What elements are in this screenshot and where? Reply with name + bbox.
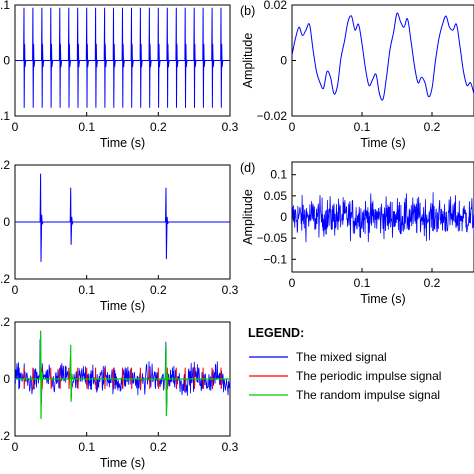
y-tick-label: −0.1 <box>263 252 287 266</box>
x-tick-label: 0.1 <box>78 283 95 297</box>
series-line-random <box>15 330 230 419</box>
x-axis-label: Time (s) <box>100 299 145 313</box>
series-line-c <box>15 173 230 262</box>
y-tick-label: 0.1 <box>270 168 287 182</box>
x-tick-label: 0.3 <box>222 120 239 134</box>
y-tick-label: .2 <box>0 158 10 172</box>
y-tick-label: 0 <box>3 54 10 68</box>
legend-entry: The random impulse signal <box>296 388 440 402</box>
y-tick-label: .2 <box>0 429 10 443</box>
series-line-d <box>291 192 474 243</box>
y-tick-label: .2 <box>0 315 10 329</box>
x-axis-label: Time (s) <box>100 136 145 150</box>
x-tick-label: 0.2 <box>424 276 441 290</box>
y-tick-label: 0.05 <box>264 189 288 203</box>
x-tick-label: 0.3 <box>222 283 239 297</box>
legend-title: LEGEND: <box>248 326 304 340</box>
x-tick-label: 0 <box>289 120 296 134</box>
x-tick-label: 0.1 <box>354 276 371 290</box>
x-axis-label: Time (s) <box>100 456 145 470</box>
series-line-b <box>291 12 474 101</box>
y-tick-label: 0 <box>280 210 287 224</box>
x-tick-label: 0.2 <box>150 440 167 454</box>
x-tick-label: 0 <box>12 283 19 297</box>
x-tick-label: 0.1 <box>78 440 95 454</box>
x-axis-label: Time (s) <box>360 292 405 306</box>
y-tick-label: −0.05 <box>257 231 288 245</box>
x-tick-label: 0.1 <box>354 120 371 134</box>
series-line-a <box>15 7 230 108</box>
x-tick-label: 0 <box>12 440 19 454</box>
legend-entry: The mixed signal <box>296 350 387 364</box>
y-tick-label: .1 <box>0 109 10 123</box>
y-tick-label: 0 <box>280 54 287 68</box>
series-line-periodic <box>15 367 230 390</box>
x-tick-label: 0.2 <box>150 120 167 134</box>
y-axis-label: Amplitude <box>241 33 255 89</box>
y-tick-label: 0 <box>3 372 10 386</box>
x-tick-label: 0.2 <box>150 283 167 297</box>
x-tick-label: 0.1 <box>78 120 95 134</box>
x-tick-label: 0.3 <box>222 440 239 454</box>
y-axis-label: Amplitude <box>241 189 255 245</box>
y-tick-label: .2 <box>0 272 10 286</box>
x-tick-label: 0 <box>289 276 296 290</box>
y-tick-label: 0 <box>3 215 10 229</box>
panel-label: (d) <box>240 161 255 175</box>
y-tick-label: 0.02 <box>264 0 288 12</box>
x-axis-label: Time (s) <box>360 136 405 150</box>
panel-label: (b) <box>240 4 255 18</box>
legend-entry: The periodic impulse signal <box>296 369 441 383</box>
x-tick-label: 0.2 <box>424 120 441 134</box>
y-tick-label: −0.02 <box>257 109 288 123</box>
y-tick-label: .1 <box>0 0 10 12</box>
x-tick-label: 0 <box>12 120 19 134</box>
